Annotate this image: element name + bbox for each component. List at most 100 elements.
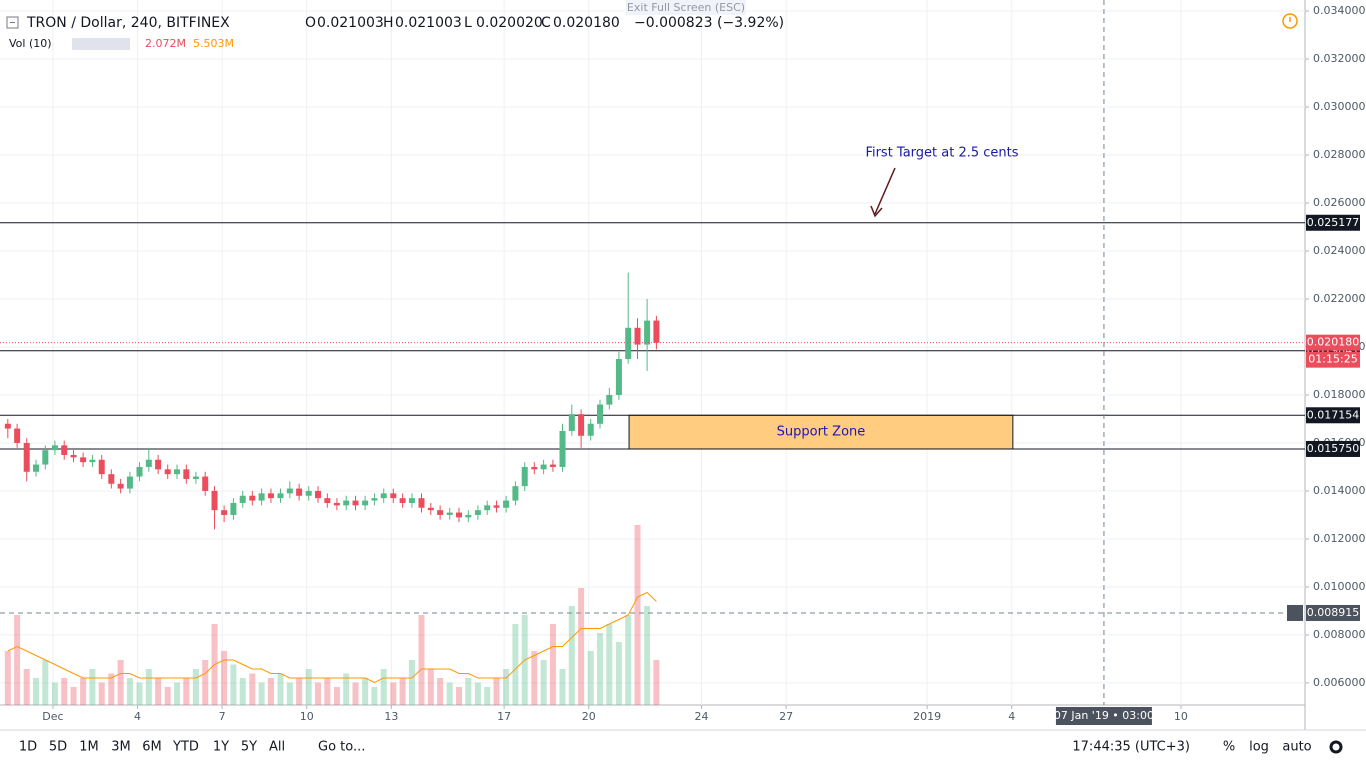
y-tick-label: 0.008000 bbox=[1313, 628, 1366, 641]
x-tick-label: 4 bbox=[134, 710, 141, 723]
volume-bar bbox=[380, 669, 387, 705]
candle-body bbox=[183, 469, 190, 479]
crosshair-y-label: 0.008915 bbox=[1307, 606, 1360, 619]
crosshair-add[interactable] bbox=[1287, 604, 1303, 621]
candle-body bbox=[427, 507, 434, 511]
volume-bar bbox=[653, 660, 660, 705]
ohlc-value: 0.021003 bbox=[317, 15, 384, 31]
candle-body bbox=[437, 510, 444, 515]
y-tick-label: 0.012000 bbox=[1313, 532, 1366, 545]
candle-body bbox=[192, 476, 199, 479]
volume-bar bbox=[474, 682, 481, 705]
price-line-tag bbox=[1306, 440, 1360, 457]
candle-body bbox=[597, 404, 604, 424]
candle-body bbox=[578, 414, 585, 436]
volume-bar bbox=[333, 687, 340, 705]
volume-bar bbox=[540, 660, 547, 705]
volume-bar bbox=[587, 651, 594, 705]
candle-body bbox=[503, 500, 510, 508]
volume-bar bbox=[33, 678, 40, 705]
volume-bar bbox=[408, 660, 415, 705]
vol-controls[interactable] bbox=[72, 38, 130, 50]
range-button[interactable]: 5D bbox=[49, 740, 67, 755]
settings-icon[interactable] bbox=[1329, 740, 1343, 754]
volume-bar bbox=[531, 651, 538, 705]
range-button[interactable]: 5Y bbox=[241, 740, 257, 755]
x-tick-label: 4 bbox=[1008, 710, 1015, 723]
ohlc-key: L bbox=[464, 15, 472, 31]
volume-bar bbox=[362, 678, 369, 705]
candle-body bbox=[521, 466, 528, 487]
candle-body bbox=[418, 498, 425, 508]
volume-bar bbox=[399, 678, 406, 705]
y-tick-label: 0.006000 bbox=[1313, 676, 1366, 689]
clock: 17:44:35 (UTC+3) bbox=[1072, 740, 1190, 755]
price-line-tag-label: 0.015750 bbox=[1307, 442, 1360, 455]
exit-fullscreen[interactable] bbox=[626, 0, 746, 15]
volume-bar bbox=[343, 673, 350, 705]
annotation-arrow bbox=[874, 167, 896, 215]
auto-button[interactable]: auto bbox=[1282, 740, 1311, 755]
last-price-tag-label: 0.020180 bbox=[1307, 336, 1360, 349]
crosshair-x-label: 07 Jan '19 • 03:00 bbox=[1054, 709, 1154, 722]
candle-body bbox=[380, 493, 387, 499]
volume-bar bbox=[51, 682, 58, 705]
volume-bar bbox=[230, 664, 237, 705]
volume-bar bbox=[427, 669, 434, 705]
symbol-title[interactable]: TRON / Dollar, 240, BITFINEX bbox=[26, 15, 230, 31]
alert-icon[interactable] bbox=[1282, 13, 1298, 29]
y-tick-label: 0.034000 bbox=[1313, 4, 1366, 17]
candle-body bbox=[408, 498, 415, 503]
candle-body bbox=[4, 423, 11, 429]
x-tick-label: 10 bbox=[1174, 710, 1188, 723]
price-line-tag bbox=[1306, 214, 1360, 231]
candle-body bbox=[117, 483, 124, 489]
range-button[interactable]: 1Y bbox=[213, 740, 229, 755]
range-button[interactable]: YTD bbox=[172, 740, 199, 755]
volume-bar bbox=[446, 682, 453, 705]
candle-body bbox=[286, 488, 293, 494]
volume-bar bbox=[493, 678, 500, 705]
volume-bar bbox=[108, 673, 115, 705]
candle-body bbox=[108, 474, 115, 484]
annotation-arrow-head bbox=[870, 205, 883, 218]
candle-body bbox=[89, 459, 96, 463]
candle-body bbox=[267, 493, 274, 499]
candle-body bbox=[399, 498, 406, 503]
volume-bar bbox=[315, 682, 322, 705]
volume-bar bbox=[258, 682, 265, 705]
candle-body bbox=[126, 476, 133, 489]
range-button[interactable]: 6M bbox=[142, 740, 162, 755]
support-zone bbox=[628, 414, 1014, 450]
range-button[interactable]: All bbox=[269, 740, 285, 755]
volume-bar bbox=[465, 678, 472, 705]
percent-button[interactable]: % bbox=[1223, 740, 1235, 755]
range-button[interactable]: 3M bbox=[111, 740, 131, 755]
y-tick-label: 0.024000 bbox=[1313, 244, 1366, 257]
goto-button[interactable]: Go to... bbox=[318, 740, 365, 755]
y-tick-label: 0.018000 bbox=[1313, 388, 1366, 401]
candle-body bbox=[568, 414, 575, 431]
log-button[interactable]: log bbox=[1249, 740, 1269, 755]
ohlc-value: 0.020180 bbox=[553, 15, 620, 31]
x-tick-label: 10 bbox=[300, 710, 314, 723]
exit-fullscreen-label[interactable]: Exit Full Screen (ESC) bbox=[627, 1, 745, 14]
y-tick-label: 0.032000 bbox=[1313, 52, 1366, 65]
crosshair-y-tag bbox=[1306, 604, 1360, 621]
candle-body bbox=[362, 500, 369, 506]
range-button[interactable]: 1D bbox=[19, 740, 37, 755]
volume-bar bbox=[568, 606, 575, 705]
countdown: 01:15:25 bbox=[1308, 353, 1357, 366]
range-button[interactable]: 1M bbox=[79, 740, 99, 755]
volume-bar bbox=[14, 615, 21, 705]
volume-bar bbox=[267, 678, 274, 705]
crosshair-x-tag bbox=[1055, 707, 1152, 725]
x-tick-label: 24 bbox=[695, 710, 709, 723]
candle-body bbox=[202, 476, 209, 491]
volume-bar bbox=[202, 660, 209, 705]
collapse-icon[interactable] bbox=[6, 16, 19, 29]
volume-ma bbox=[7, 591, 657, 684]
candle-body bbox=[98, 459, 105, 475]
